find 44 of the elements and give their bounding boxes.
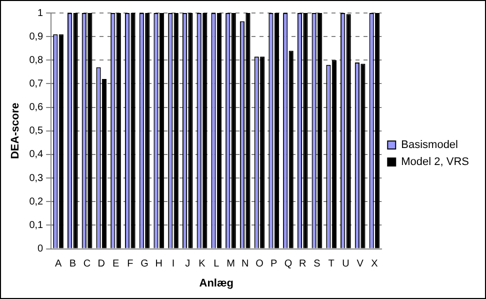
x-tick-label: R xyxy=(298,258,306,270)
y-tick-label: 0 xyxy=(38,244,44,255)
x-tick-label: C xyxy=(83,258,91,270)
bar xyxy=(260,56,265,248)
y-tick-label: 0,2 xyxy=(29,196,44,208)
x-tick-label: L xyxy=(214,258,220,270)
x-tick-label: A xyxy=(54,258,62,270)
x-tick-label: S xyxy=(314,258,321,270)
x-tick-label: Q xyxy=(284,258,292,270)
x-tick-label: G xyxy=(140,258,149,270)
y-tick-label: 0,4 xyxy=(29,149,44,160)
y-tick-label: 1 xyxy=(38,8,44,19)
y-tick-label: 0,9 xyxy=(29,31,44,42)
x-tick-label: J xyxy=(185,258,190,270)
legend-label: Model 2, VRS xyxy=(401,156,470,168)
y-tick-label: 0,5 xyxy=(29,126,44,137)
x-tick-label: X xyxy=(371,258,378,270)
x-axis-title: Anlæg xyxy=(199,277,234,290)
x-tick-label: N xyxy=(241,258,249,270)
y-tick-label: 0,6 xyxy=(29,102,44,114)
y-tick-label: 0,1 xyxy=(29,220,44,231)
y-tick-label: 0,8 xyxy=(29,54,44,66)
y-axis-title: DEA-score xyxy=(10,102,22,160)
x-tick-label: H xyxy=(155,258,162,270)
bar xyxy=(88,13,92,248)
x-tick-label: D xyxy=(98,258,106,270)
x-tick-label: T xyxy=(328,258,334,270)
y-tick-label: 0,7 xyxy=(29,78,44,90)
x-tick-label: V xyxy=(356,258,364,270)
x-tick-label: E xyxy=(112,258,120,270)
x-tick-label: B xyxy=(69,258,76,270)
x-tick-label: U xyxy=(342,258,350,270)
y-tick-label: 0,3 xyxy=(29,172,44,184)
x-tick-label: I xyxy=(172,258,175,270)
bar xyxy=(318,13,322,248)
bar xyxy=(145,13,150,248)
x-tick-label: P xyxy=(270,258,278,270)
bar xyxy=(202,13,208,248)
x-tick-label: F xyxy=(127,258,134,270)
x-tick-label: M xyxy=(226,258,235,270)
bar xyxy=(375,13,380,248)
x-tick-label: K xyxy=(198,258,206,270)
x-tick-label: O xyxy=(256,258,264,270)
legend-label: Basismodel xyxy=(401,139,458,152)
